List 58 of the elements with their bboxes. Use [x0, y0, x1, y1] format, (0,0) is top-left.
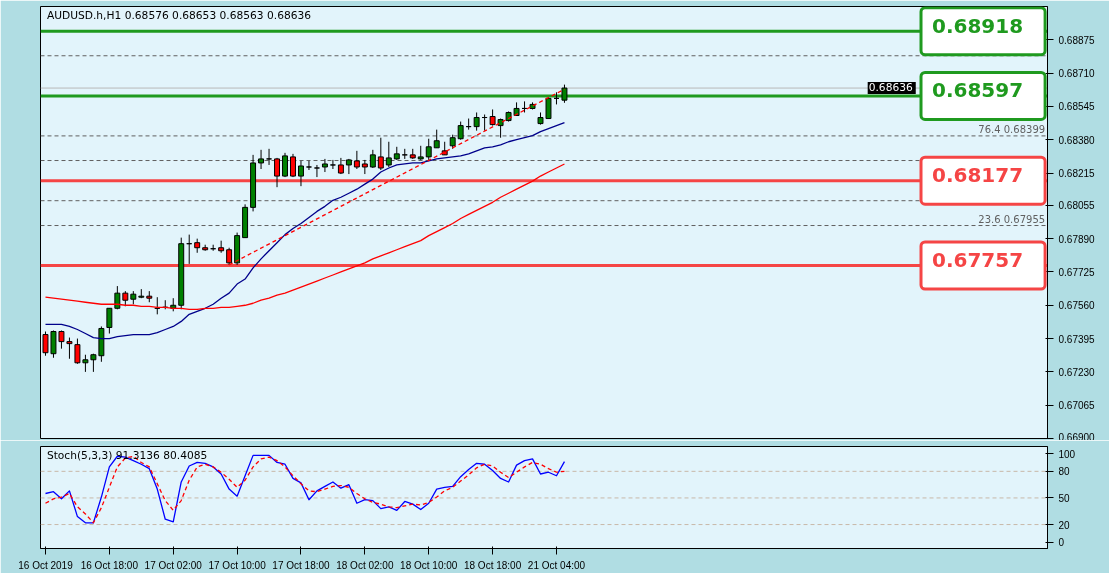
y-tick-label: 0.67560 [1058, 300, 1096, 312]
ref-line-label: 0.68597 [932, 78, 1024, 103]
candlestick [266, 148, 273, 166]
candlestick [329, 159, 336, 170]
x-tick-label: 18 Oct 02:00 [336, 559, 394, 571]
ref-line-label: 0.68177 [932, 163, 1024, 188]
candlestick [258, 149, 265, 170]
candlestick [377, 137, 384, 171]
y-tick-label: 0.68215 [1058, 168, 1096, 180]
ref-line-label: 0.68636 [868, 81, 913, 95]
x-tick-label: 17 Oct 10:00 [208, 559, 267, 571]
candlestick [353, 150, 360, 170]
y-tick-label: 0.67395 [1058, 333, 1096, 345]
y-tick-label: 0.67065 [1058, 400, 1096, 412]
x-tick-label: 18 Oct 18:00 [463, 559, 522, 571]
x-tick-label: 18 Oct 10:00 [400, 559, 458, 571]
y-tick-label: 0.68055 [1058, 200, 1096, 212]
y-tick-label: 0.67230 [1058, 366, 1096, 378]
y-tick-label: 100 [1058, 448, 1076, 460]
ref-line-label: 0.68918 [932, 13, 1024, 38]
y-tick-label: 0.68875 [1058, 34, 1096, 46]
y-tick-label: 50 [1058, 492, 1071, 504]
x-tick-label: 17 Oct 02:00 [144, 559, 203, 571]
candlestick [106, 307, 113, 335]
y-tick-label: 0.67890 [1058, 233, 1096, 245]
y-tick-label: 0.68710 [1058, 68, 1096, 80]
candlestick [345, 158, 352, 175]
x-tick-label: 21 Oct 04:00 [527, 559, 586, 571]
y-tick-label: 0 [1058, 537, 1065, 549]
candlestick [313, 164, 320, 178]
candlestick [473, 111, 480, 132]
candlestick [321, 158, 328, 173]
candlestick [433, 129, 440, 149]
candlestick [425, 138, 432, 161]
candlestick [274, 157, 281, 188]
candlestick [298, 160, 304, 187]
x-tick-label: 17 Oct 18:00 [272, 559, 331, 571]
candlestick [385, 141, 392, 168]
candlestick [361, 159, 368, 175]
ref-line-label: 23.6 0.67955 [978, 213, 1046, 225]
y-tick-label: 80 [1058, 466, 1071, 478]
x-tick-label: 16 Oct 18:00 [80, 559, 139, 571]
y-tick-label: 0.68545 [1058, 101, 1096, 113]
candlestick [457, 121, 464, 141]
y-tick-label: 0.67725 [1058, 266, 1096, 278]
y-tick-label: 0.68380 [1058, 134, 1096, 146]
ref-line-label: 0.67757 [932, 248, 1024, 272]
ref-line-label: 76.4 0.68399 [978, 123, 1046, 135]
y-tick-label: 0.66900 [1058, 431, 1096, 443]
chart-title: Stoch(5,3,3) 91.3136 80.4085 [46, 448, 208, 462]
line-series [44, 163, 566, 310]
chart-title: AUDUSD.h,H1 0.68576 0.68653 0.68563 0.68636 [46, 8, 312, 22]
line-series [44, 121, 566, 340]
candlestick [218, 240, 225, 254]
y-tick-label: 20 [1058, 519, 1071, 531]
candlestick [282, 152, 288, 178]
candlestick [305, 160, 312, 171]
x-tick-label: 16 Oct 2019 [18, 559, 74, 571]
